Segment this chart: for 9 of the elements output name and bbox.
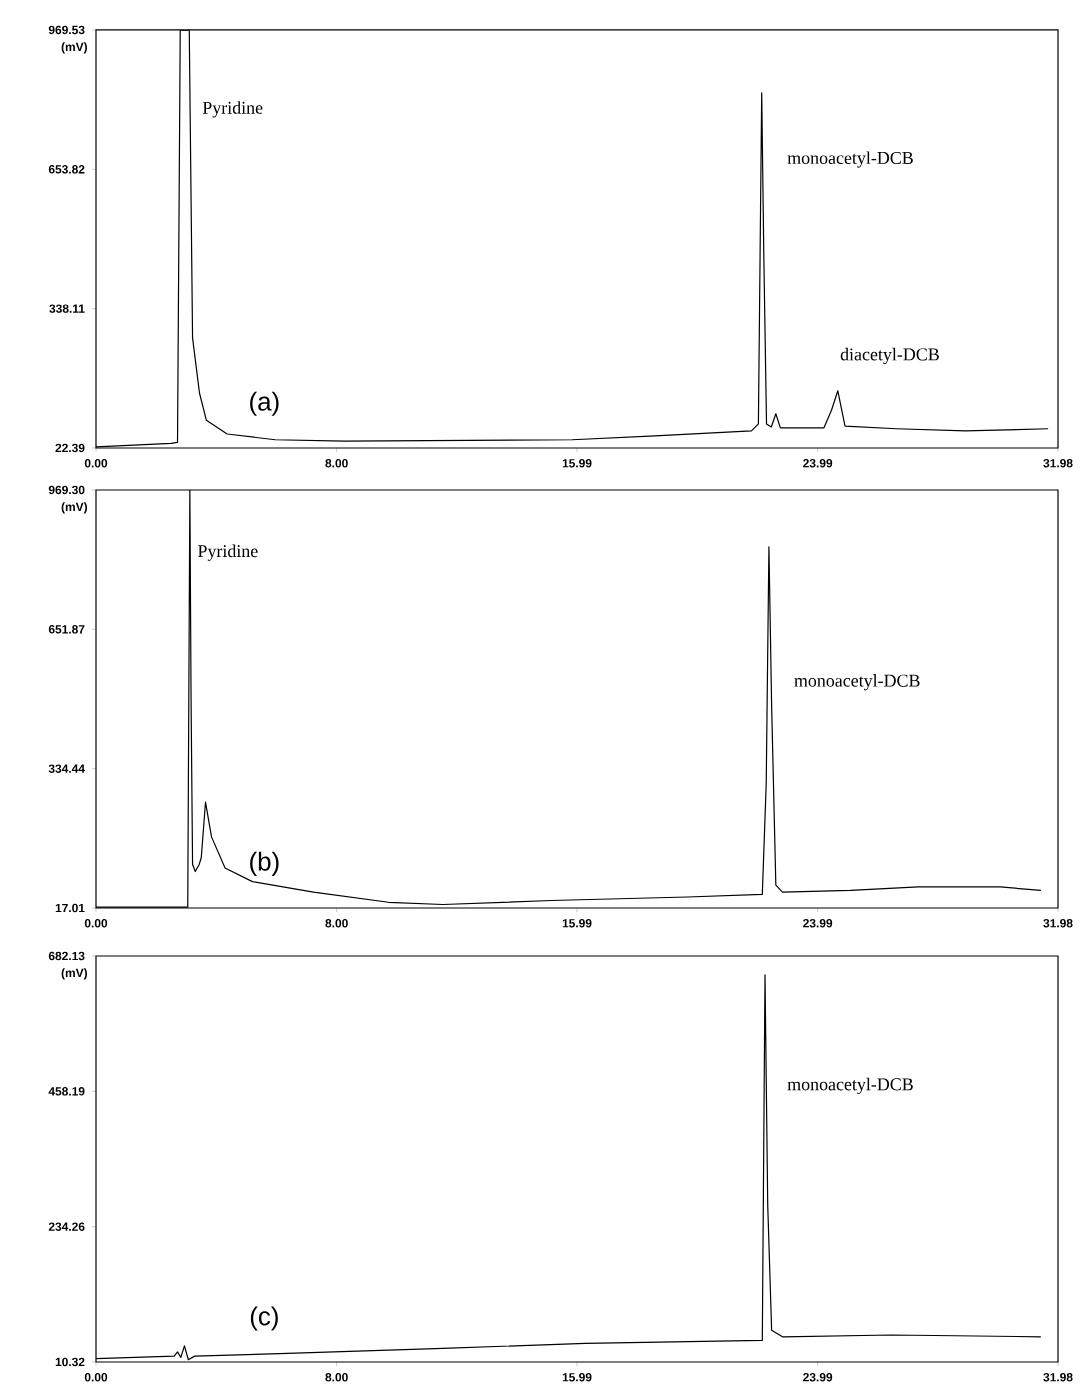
text: (c) [251, 1306, 279, 1331]
annotation: Pyridine [198, 544, 258, 561]
text: (b) [250, 851, 279, 876]
text: (a) [250, 391, 279, 416]
annotation: monoacetyl-DCB [787, 1077, 914, 1095]
annotation: Pyridine [203, 101, 263, 118]
annotation: diacetyl-DCB [840, 347, 940, 365]
annotation: monoacetyl-DCB [787, 151, 914, 168]
annotation: monoacetyl-DCB [794, 674, 920, 691]
